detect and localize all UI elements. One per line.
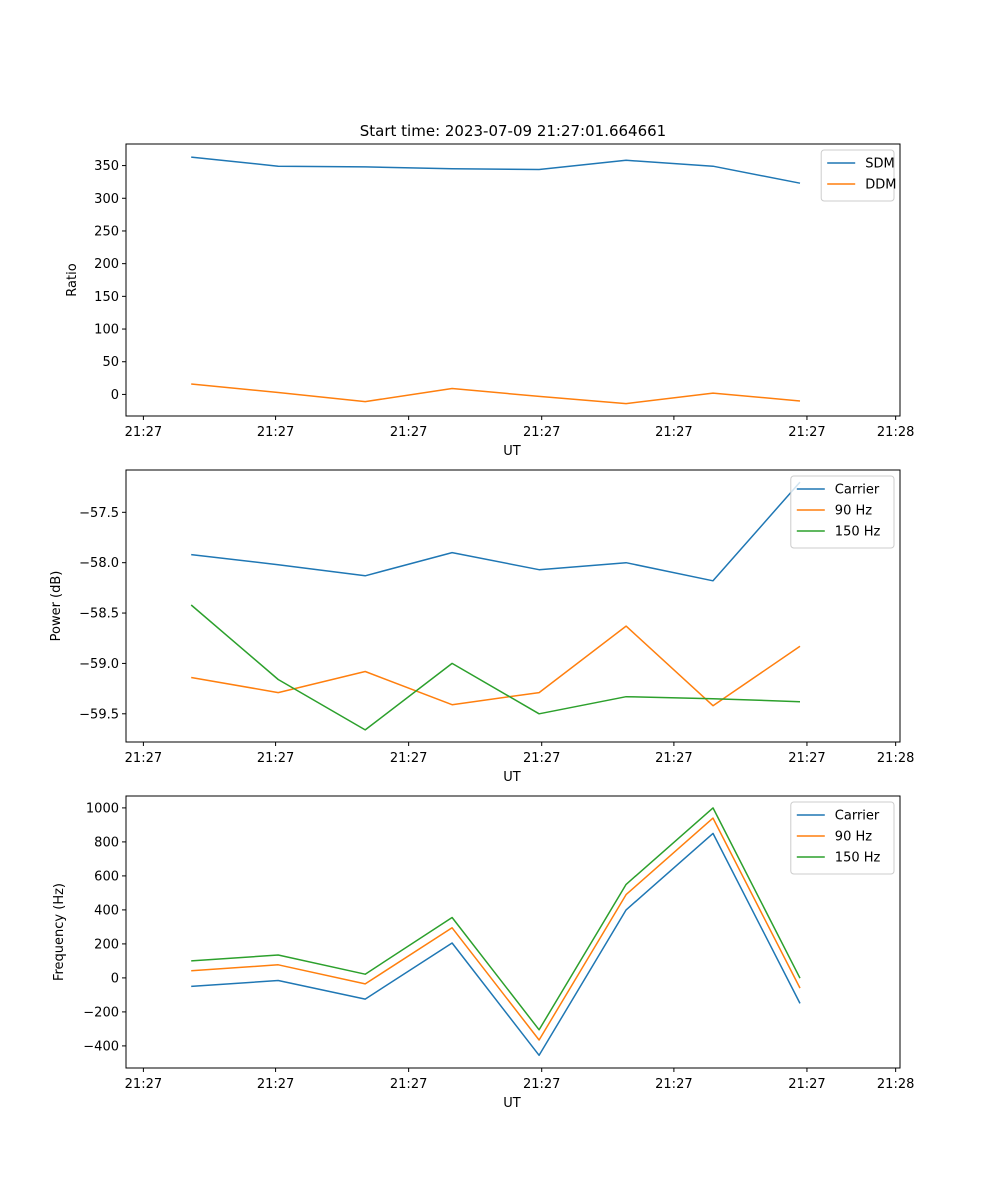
- power-x-tick-label: 21:27: [788, 751, 825, 766]
- frequency-y-axis-label: Frequency (Hz): [52, 883, 67, 981]
- frequency-y-tick-label: 600: [94, 869, 119, 884]
- ratio-y-tick-label: 200: [94, 257, 119, 272]
- power-series-90-hz: [191, 625, 801, 707]
- frequency-legend: Carrier 90 Hz 150 Hz: [790, 801, 895, 875]
- power-y-tick-label: −57.5: [79, 506, 119, 521]
- ratio-series-sdm: [191, 156, 801, 184]
- figure-title: Start time: 2023-07-09 21:27:01.664661: [360, 122, 666, 140]
- frequency-y-tick-label: 800: [94, 835, 119, 850]
- ratio-y-tick-label: 300: [94, 192, 119, 207]
- power-panel: 21:27 21:27 21:27 21:27 21:27 21:27 21:28 −59.5…: [49, 469, 914, 785]
- ratio-y-tick-label: 250: [94, 224, 119, 239]
- power-legend-label-150-hz: 150 Hz: [835, 525, 881, 540]
- ratio-x-axis-label: UT: [503, 444, 521, 459]
- frequency-y-tick-label: 0: [111, 971, 119, 986]
- ratio-y-tick-label: 50: [102, 355, 119, 370]
- frequency-series-90-hz: [191, 817, 801, 1041]
- frequency-y-tick-label: −400: [83, 1039, 119, 1054]
- power-x-tick-label: 21:27: [390, 751, 427, 766]
- frequency-x-tick-label: 21:27: [125, 1077, 162, 1092]
- power-axes-frame: [125, 469, 901, 743]
- power-y-axis-label: Power (dB): [49, 571, 64, 642]
- ratio-y-tick-label: 150: [94, 290, 119, 305]
- power-x-tick-label: 21:28: [877, 751, 914, 766]
- ratio-x-tick-label: 21:27: [257, 425, 294, 440]
- ratio-x-tick-label: 21:27: [788, 425, 825, 440]
- frequency-series-150-hz: [191, 807, 801, 1031]
- frequency-y-tick-label: 1000: [86, 801, 119, 816]
- ratio-x-tick-label: 21:27: [523, 425, 560, 440]
- ratio-y-tick-label: 350: [94, 159, 119, 174]
- power-x-tick-label: 21:27: [655, 751, 692, 766]
- frequency-x-tick-label: 21:27: [257, 1077, 294, 1092]
- frequency-x-tick-label: 21:27: [788, 1077, 825, 1092]
- power-x-axis-label: UT: [503, 770, 521, 785]
- frequency-x-tick-label: 21:27: [523, 1077, 560, 1092]
- power-x-tick-label: 21:27: [125, 751, 162, 766]
- frequency-x-axis-label: UT: [503, 1096, 521, 1111]
- ratio-x-tick-label: 21:27: [655, 425, 692, 440]
- frequency-legend-label-carrier: Carrier: [835, 809, 880, 824]
- power-x-tick-label: 21:27: [257, 751, 294, 766]
- frequency-y-tick-label: −200: [83, 1005, 119, 1020]
- power-x-tick-label: 21:27: [523, 751, 560, 766]
- power-y-tick-label: −58.5: [79, 607, 119, 622]
- frequency-y-tick-label: 400: [94, 903, 119, 918]
- frequency-y-tick-label: 200: [94, 937, 119, 952]
- power-legend-box: [790, 475, 895, 549]
- ratio-legend-label-ddm: DDM: [865, 178, 896, 193]
- power-y-tick-label: −59.5: [79, 707, 119, 722]
- ratio-x-tick-label: 21:28: [877, 425, 914, 440]
- ratio-x-tick-label: 21:27: [125, 425, 162, 440]
- ratio-y-tick-label: 0: [111, 388, 119, 403]
- frequency-panel: 21:27 21:27 21:27 21:27 21:27 21:27 21:28 −400 −…: [52, 795, 914, 1111]
- power-series-carrier: [191, 481, 801, 582]
- ratio-y-axis-label: Ratio: [65, 263, 80, 296]
- ratio-series-ddm: [191, 383, 801, 405]
- power-legend-label-90-hz: 90 Hz: [835, 504, 872, 519]
- ratio-legend-label-sdm: SDM: [865, 157, 894, 172]
- power-series-150-hz: [190, 604, 801, 731]
- frequency-legend-label-90-hz: 90 Hz: [835, 830, 872, 845]
- power-y-tick-label: −59.0: [79, 657, 119, 672]
- frequency-x-tick-label: 21:27: [390, 1077, 427, 1092]
- frequency-legend-box: [790, 801, 895, 875]
- ratio-y-tick-label: 100: [94, 323, 119, 338]
- frequency-series-carrier: [191, 832, 801, 1057]
- frequency-x-tick-label: 21:28: [877, 1077, 914, 1092]
- ratio-legend: SDM DDM: [820, 149, 896, 202]
- frequency-legend-label-150-hz: 150 Hz: [835, 851, 881, 866]
- power-legend: Carrier 90 Hz 150 Hz: [790, 475, 895, 549]
- ratio-panel: 21:27 21:27 21:27 21:27 21:27 21:27 21:28 0 50 10…: [65, 143, 914, 459]
- ratio-axes-frame: [125, 143, 901, 417]
- ratio-x-tick-label: 21:27: [390, 425, 427, 440]
- frequency-axes-frame: [125, 795, 901, 1069]
- power-legend-label-carrier: Carrier: [835, 483, 880, 498]
- frequency-x-tick-label: 21:27: [655, 1077, 692, 1092]
- power-y-tick-label: −58.0: [79, 556, 119, 571]
